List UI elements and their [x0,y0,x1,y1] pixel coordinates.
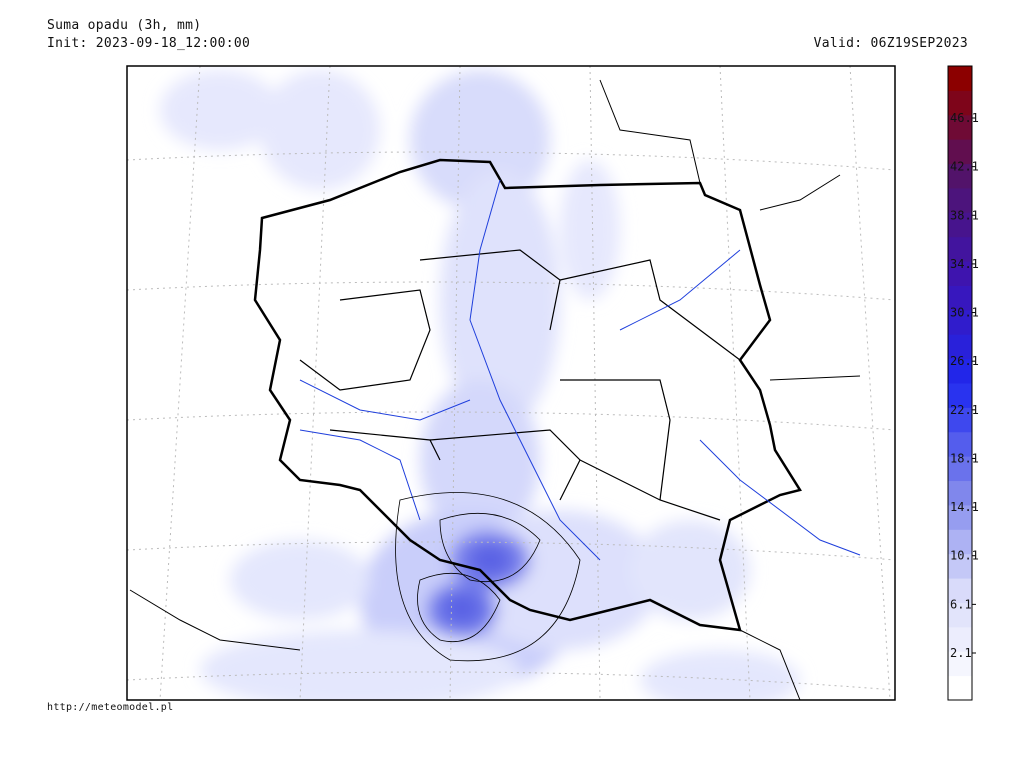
source-url[interactable]: http://meteomodel.pl [47,702,174,713]
region-borders [299,249,741,521]
colorbar-label: 46.1 [950,111,979,125]
colorbar-label: 30.1 [950,306,979,320]
colorbar-segment [948,675,972,701]
colorbar-label: 2.1 [950,646,972,660]
colorbar-label: 22.1 [950,403,979,417]
colorbar-segment [948,553,972,579]
map-area [127,66,895,700]
colorbar-label: 42.1 [950,160,979,174]
colorbar-segment [948,529,972,555]
colorbar-segment [948,66,972,91]
init-time: Init: 2023-09-18_12:00:00 [47,36,251,51]
colorbar-label: 18.1 [950,451,979,465]
colorbar-segment [948,383,972,408]
colorbar-segment [948,334,972,360]
colorbar-segment [948,163,972,189]
colorbar-segment [948,578,972,603]
colorbar-segment [948,602,972,628]
colorbar-segment [948,358,972,384]
colorbar-segment [948,626,972,652]
country-border [253,158,802,632]
colorbar-label: 38.1 [950,208,979,222]
colorbar-label: 34.1 [950,257,979,271]
colorbar-segment [948,480,972,506]
neighbour-borders [129,79,861,700]
map-title: Suma opadu (3h, mm) [47,18,202,33]
rivers [299,179,861,561]
colorbar-segment [948,90,972,116]
colorbar-segment [948,187,972,213]
contours [395,492,581,662]
colorbar-segment [948,504,972,530]
colorbar-segment [948,431,972,457]
graticule [127,66,895,700]
map-frame [126,65,896,701]
colorbar-segment [948,456,972,482]
colorbar: 2.1 6.1 10.1 14.1 18.1 22.1 26.1 30.1 34.1 38.1 42… [947,65,979,701]
colorbar-label: 14.1 [950,500,979,514]
colorbar-segment [948,407,972,433]
colorbar-segment [948,261,972,286]
valid-time: Valid: 06Z19SEP2023 [813,36,968,51]
colorbar-segment [948,139,972,165]
colorbar-segment [948,212,972,238]
colorbar-segment [948,285,972,311]
colorbar-segment [948,236,972,262]
colorbar-segment [948,114,972,140]
colorbar-segment [948,651,972,677]
colorbar-label: 10.1 [950,549,979,563]
precip-field [160,70,800,700]
colorbar-segment [948,309,972,335]
colorbar-frame [947,65,973,701]
colorbar-label: 26.1 [950,354,979,368]
colorbar-label: 6.1 [950,597,972,611]
